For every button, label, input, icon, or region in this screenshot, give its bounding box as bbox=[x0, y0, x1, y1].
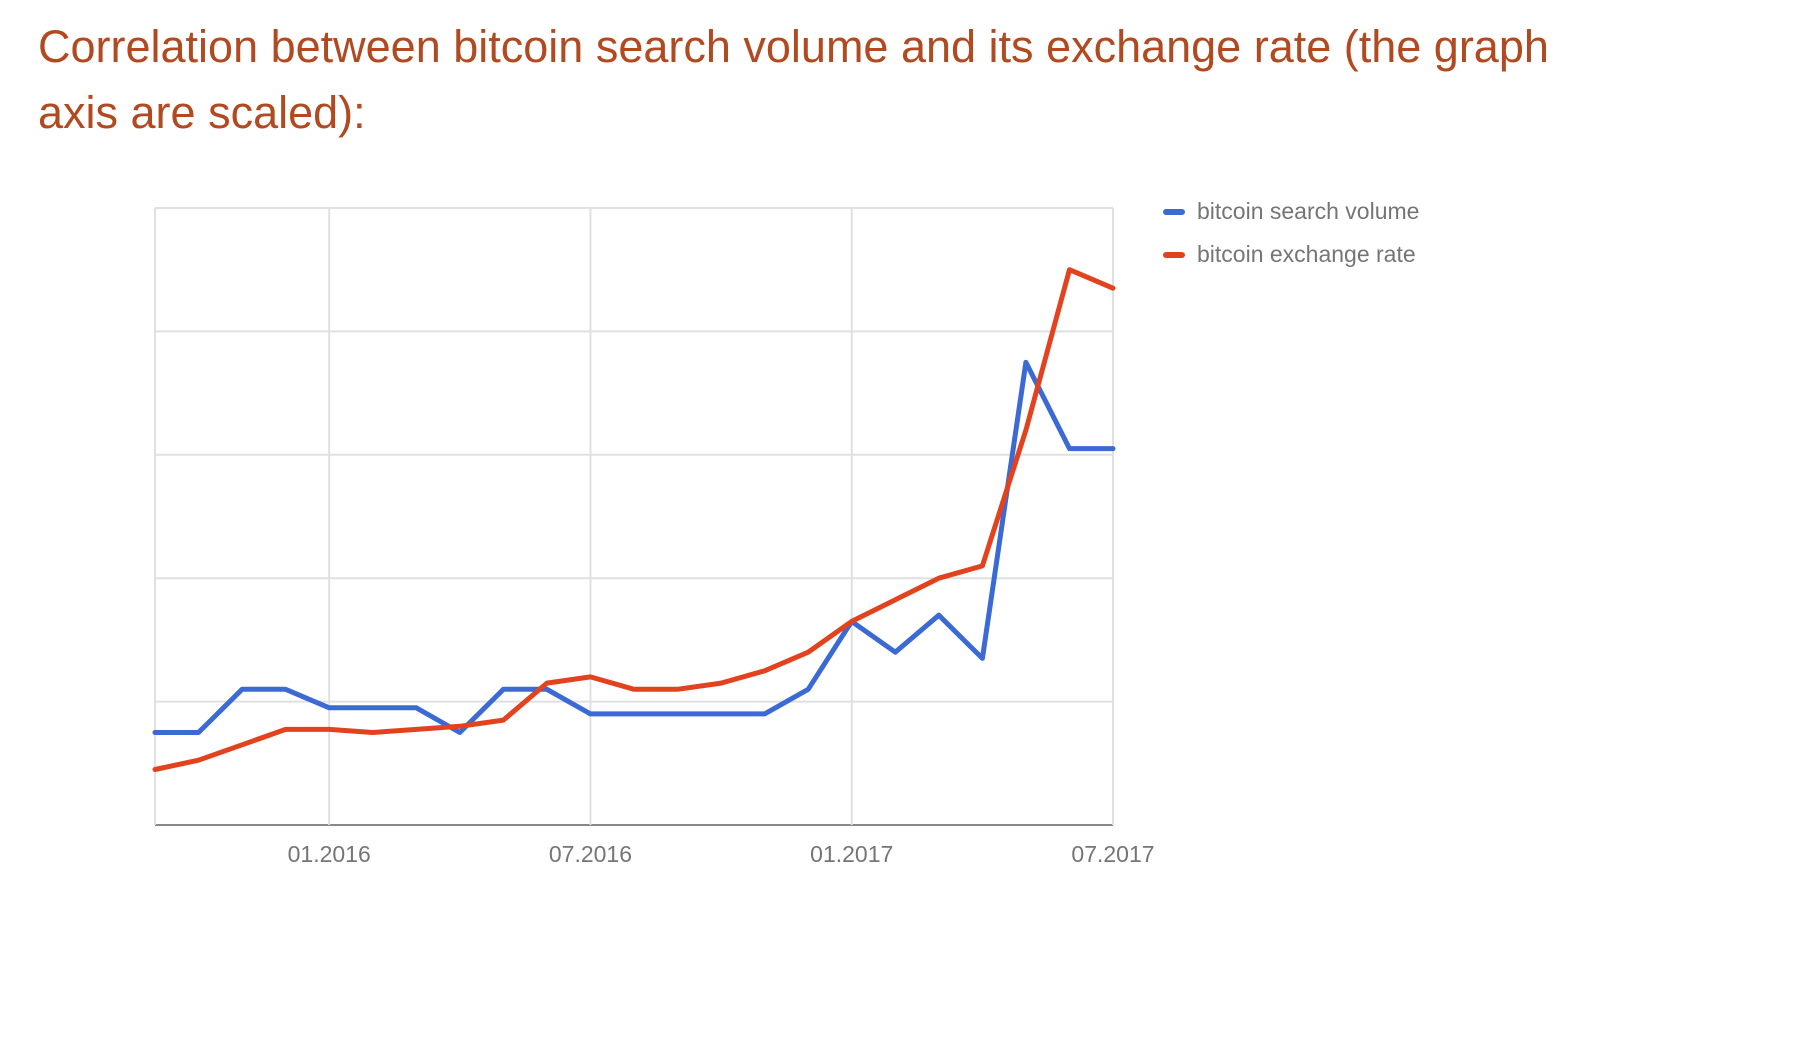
legend-label-search-volume: bitcoin search volume bbox=[1197, 198, 1420, 224]
series-line-bitcoin-search-volume bbox=[152, 359, 1116, 735]
legend-dash-red-icon bbox=[1163, 251, 1185, 258]
legend-item-search-volume: bitcoin search volume bbox=[1163, 198, 1419, 225]
legend-dash-blue-icon bbox=[1163, 208, 1185, 215]
x-tick-label: 07.2017 bbox=[1071, 841, 1154, 867]
x-tick-label: 01.2016 bbox=[288, 841, 371, 867]
page-title: Correlation between bitcoin search volum… bbox=[38, 21, 1549, 138]
x-tick-label: 01.2017 bbox=[810, 841, 893, 867]
chart-legend: bitcoin search volume bitcoin exchange r… bbox=[1163, 198, 1419, 268]
series-line-bitcoin-exchange-rate bbox=[152, 267, 1116, 772]
x-tick-label: 07.2016 bbox=[549, 841, 632, 867]
legend-item-exchange-rate: bitcoin exchange rate bbox=[1163, 241, 1419, 268]
legend-label-exchange-rate: bitcoin exchange rate bbox=[1197, 241, 1416, 267]
